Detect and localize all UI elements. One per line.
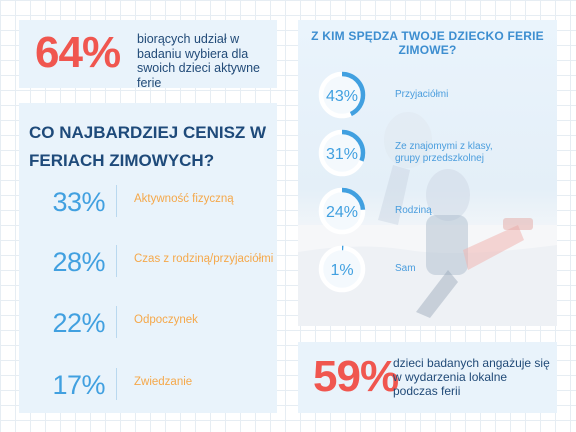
donut-ring: 43% — [318, 71, 366, 119]
values-chart-row: 33% Aktywność fizyczną — [19, 181, 277, 221]
donut-slice — [318, 129, 366, 177]
value-label: 33% — [52, 187, 105, 217]
row-divider — [116, 306, 117, 338]
company-chart-row: 1% Sam — [298, 242, 557, 298]
values-chart-title: CO NAJBARDZIEJ CENISZ W FERIACH ZIMOWYCH… — [29, 123, 267, 170]
stat-card-local-events: 59% dzieci badanych angażuje się w wydar… — [298, 342, 557, 413]
company-chart-row: 43% Przyjaciółmi — [298, 68, 557, 124]
snow-photo-background — [298, 112, 557, 326]
value-label: 43% — [326, 88, 358, 105]
donut-slice — [318, 245, 366, 293]
value-label: 22% — [52, 308, 105, 338]
values-chart-row: 28% Czas z rodziną/przyjaciółmi — [19, 241, 277, 281]
company-chart-row: 31% Ze znajomymi z klasy, grupy przedszko… — [298, 126, 557, 182]
category-label: Rodziną — [395, 205, 432, 216]
value-label: 17% — [52, 370, 105, 400]
category-label: Czas z rodziną/przyjaciółmi — [134, 253, 274, 265]
donut-ring: 31% — [318, 129, 366, 177]
stat-value: 59% — [313, 352, 399, 401]
row-divider — [116, 368, 117, 400]
values-chart-panel: CO NAJBARDZIEJ CENISZ W FERIACH ZIMOWYCH… — [19, 103, 277, 413]
category-label: Odpoczynek — [134, 314, 198, 326]
stat-card-active-holidays: 64% biorących udział w badaniu wybiera d… — [19, 20, 277, 90]
category-label: Ze znajomymi z klasy, grupy przedszkolne… — [395, 141, 493, 164]
donut-ring: 1% — [318, 245, 366, 293]
row-divider — [116, 185, 117, 217]
company-chart-panel: Z KIM SPĘDZA TWOJE DZIECKO FERIE ZIMOWE?… — [298, 20, 557, 326]
category-label: Sam — [395, 263, 416, 274]
stat-description: biorących udział w badaniu wybiera dla s… — [137, 32, 260, 90]
category-label: Zwiedzanie — [134, 376, 193, 388]
donut-slice — [318, 71, 366, 119]
value-label: 31% — [326, 146, 358, 163]
row-divider — [116, 245, 117, 277]
donut-ring: 24% — [318, 187, 366, 235]
category-label: Aktywność fizyczną — [134, 193, 234, 205]
stat-description: dzieci badanych angażuje się w wydarzeni… — [393, 356, 550, 398]
value-label: 24% — [326, 204, 358, 221]
value-label: 28% — [52, 247, 105, 277]
value-label: 1% — [330, 262, 353, 279]
values-chart-row: 22% Odpoczynek — [19, 302, 277, 342]
values-chart-row: 17% Zwiedzanie — [19, 364, 277, 404]
company-chart-title: Z KIM SPĘDZA TWOJE DZIECKO FERIE ZIMOWE? — [311, 29, 544, 57]
stat-value: 64% — [35, 28, 121, 77]
category-label: Przyjaciółmi — [395, 89, 449, 100]
company-chart-row: 24% Rodziną — [298, 184, 557, 240]
donut-slice — [318, 187, 366, 235]
